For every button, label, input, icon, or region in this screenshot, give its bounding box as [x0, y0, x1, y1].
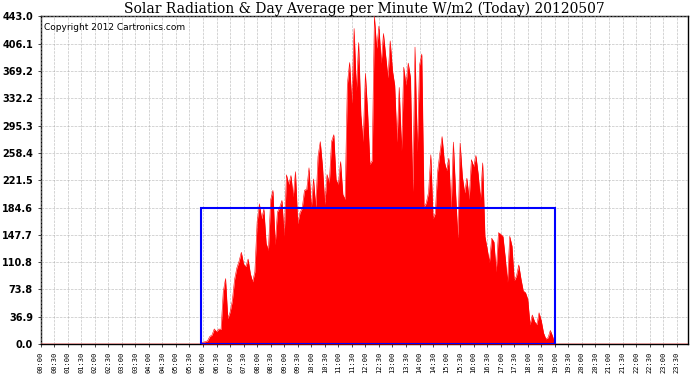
Text: Copyright 2012 Cartronics.com: Copyright 2012 Cartronics.com: [44, 23, 185, 32]
Bar: [201, 207, 555, 344]
Title: Solar Radiation & Day Average per Minute W/m2 (Today) 20120507: Solar Radiation & Day Average per Minute…: [124, 2, 604, 16]
